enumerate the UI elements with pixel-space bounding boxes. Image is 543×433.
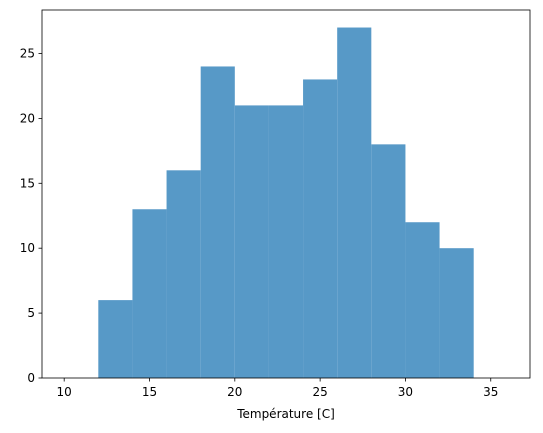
x-tick-label: 25 [312,385,327,399]
bar [268,105,304,378]
x-tick-label: 30 [398,385,413,399]
x-axis-label: Température [C] [236,407,335,421]
y-tick-label: 10 [20,241,35,255]
bar [200,66,235,378]
bar [132,209,167,378]
y-tick-label: 20 [20,111,35,125]
bar [303,79,338,379]
bar [405,222,440,378]
bar [337,27,372,379]
bar [98,300,133,378]
x-tick-label: 10 [57,385,72,399]
y-tick-label: 5 [27,306,35,320]
y-tick-label: 25 [20,46,35,60]
y-tick-label: 15 [20,176,35,190]
bar [234,105,269,378]
x-tick-label: 20 [227,385,242,399]
x-tick-label: 35 [483,385,498,399]
y-tick-label: 0 [27,371,35,385]
bar [371,144,406,378]
x-tick-label: 15 [142,385,157,399]
bar [166,170,201,378]
bar [439,248,474,378]
axes-frame [41,9,531,379]
